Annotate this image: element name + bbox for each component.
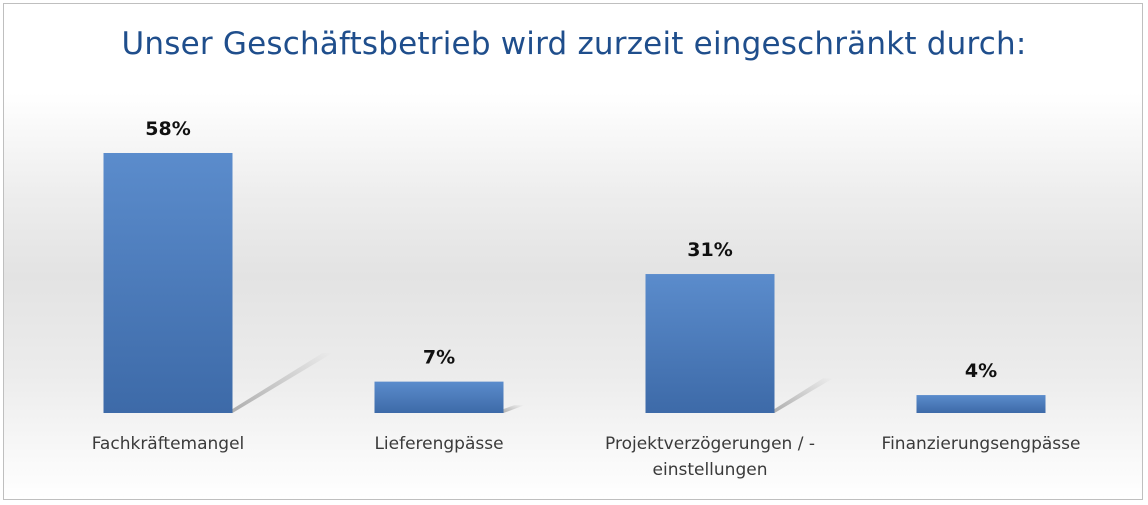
- bar-shadow-fachkraftemangel: [232, 353, 333, 413]
- value-label-finanzierungsengpasse: 4%: [965, 360, 997, 382]
- bar-finanzierungsengpasse: [916, 395, 1046, 413]
- value-label-lieferengpasse: 7%: [423, 347, 455, 369]
- category-label-projektverzogerungen-line1: Projektverzögerungen / -: [605, 434, 815, 454]
- value-label-projektverzogerungen: 31%: [687, 239, 732, 261]
- chart-title: Unser Geschäftsbetrieb wird zurzeit eing…: [121, 26, 1027, 62]
- bar-shadow-lieferengpasse: [503, 405, 525, 413]
- value-label-fachkraftemangel: 58%: [145, 118, 190, 140]
- bar-projektverzogerungen: [645, 274, 775, 413]
- value-labels-group: 58% 7% 31% 4%: [145, 118, 997, 382]
- category-label-finanzierungsengpasse: Finanzierungsengpässe: [882, 434, 1081, 454]
- bar-shadows: [232, 353, 834, 413]
- category-label-projektverzogerungen-line2: einstellungen: [653, 460, 768, 480]
- bars-group: [103, 153, 1046, 413]
- bar-lieferengpasse: [374, 381, 504, 413]
- bar-fachkraftemangel: [103, 153, 233, 413]
- category-label-lieferengpasse: Lieferengpässe: [374, 434, 503, 454]
- category-labels-group: Fachkräftemangel Lieferengpässe Projektver…: [92, 434, 1081, 480]
- bar-shadow-projektverzogerungen: [774, 378, 834, 413]
- category-label-fachkraftemangel: Fachkräftemangel: [92, 434, 245, 454]
